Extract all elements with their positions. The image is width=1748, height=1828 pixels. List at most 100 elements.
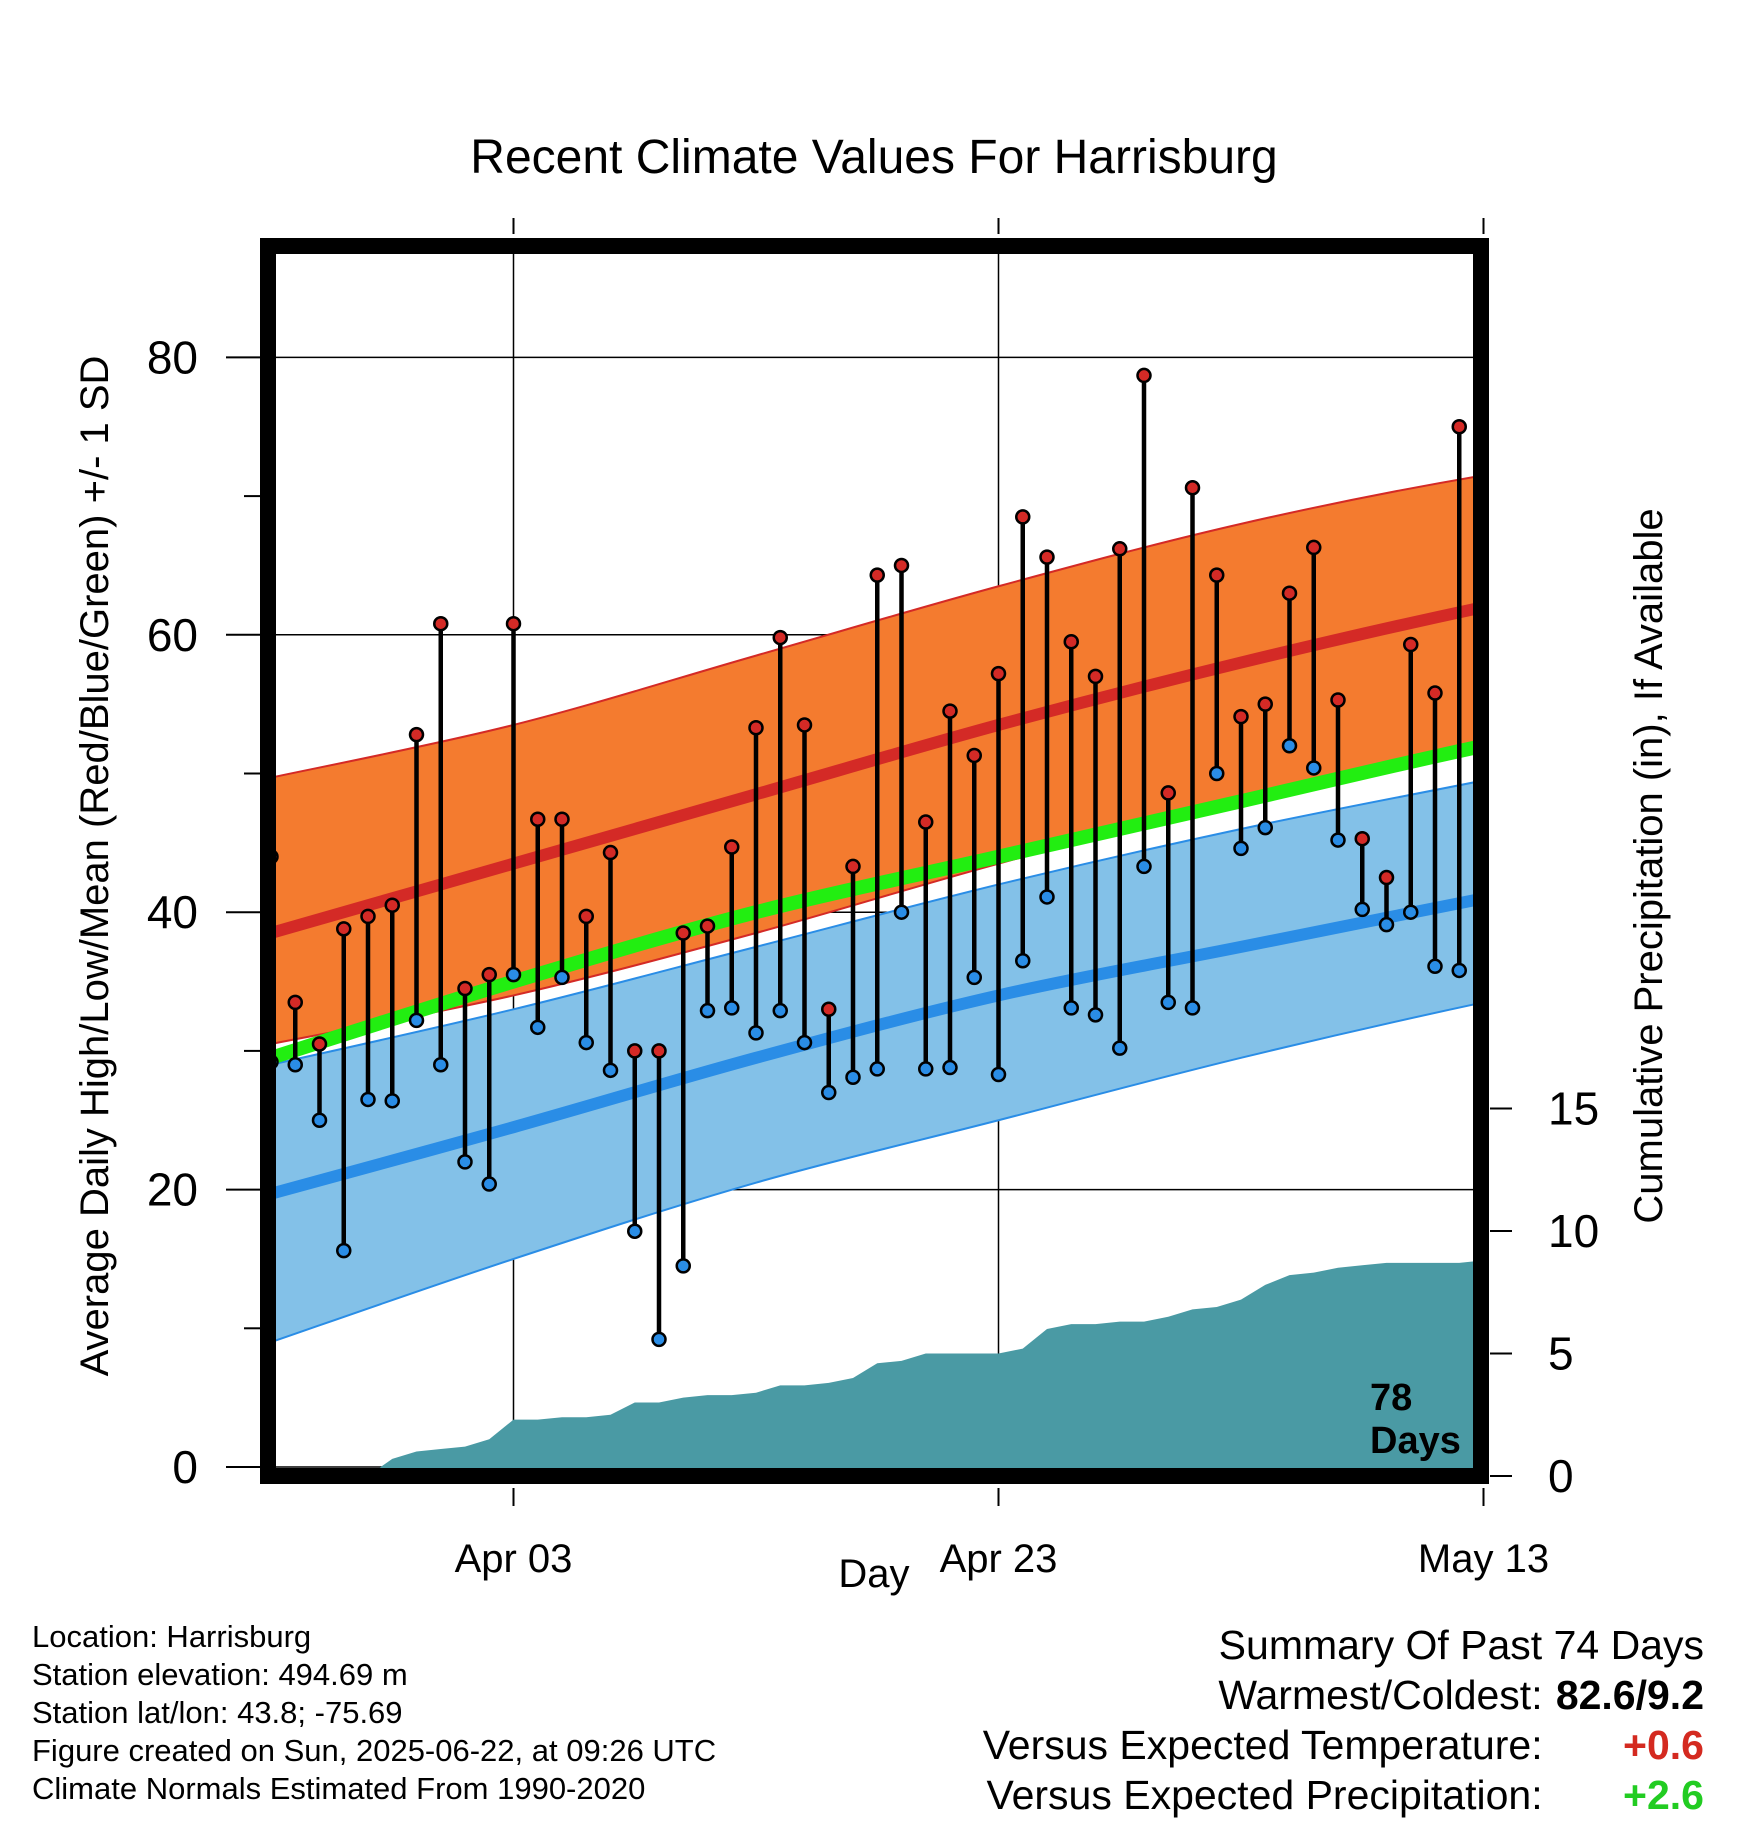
y-tick-label: 80 [147,331,198,383]
daily-high-point [311,1036,328,1052]
warmest-value: 82.6/9.2 [1555,1672,1704,1718]
daily-low-point [1281,738,1298,754]
daily-low-point [408,1012,425,1029]
daily-low-point [505,966,522,983]
daily-high-point [942,703,958,719]
daily-low-point [530,1019,546,1036]
daily-high-point [990,665,1007,682]
daily-low-point [772,1002,788,1019]
daily-high-point [1574,490,1587,503]
summary-precip-row: Versus Expected Precipitation: +2.6 [983,1770,1705,1820]
station-info: Location: Harrisburg Station elevation: … [32,1618,716,1808]
daily-low-point [1354,901,1370,918]
daily-low-point [1720,892,1733,905]
daily-low-point [433,1057,449,1073]
daily-high-point [433,615,449,632]
daily-low-point [1427,958,1443,975]
low-normal-line [269,892,1481,1200]
daily-high-point [287,994,303,1011]
y-tick-label: 40 [147,886,198,938]
normals-text: Climate Normals Estimated From 1990-2020 [32,1771,646,1806]
days-label-word: Days [1370,1420,1461,1462]
precip-anomaly-value: +2.6 [1623,1772,1704,1818]
daily-high-point [1039,549,1055,565]
daily-low-point [627,1223,643,1239]
daily-high-point [918,814,934,830]
daily-low-point [821,1084,837,1101]
days-label-number: 78 [1370,1377,1412,1419]
daily-low-point [554,969,570,986]
daily-low-point [1403,904,1419,920]
y2-tick-label: 10 [1548,1205,1599,1257]
low-upper-edge [270,779,1481,1066]
daily-high-point [530,811,546,828]
daily-high-point [481,966,497,983]
daily-low-point [1695,897,1708,910]
daily-low-point [893,904,910,920]
x-axis-label: Day [838,1552,909,1596]
daily-low-point [1306,760,1322,776]
daily-high-point [869,567,885,583]
y2-tick-label: 15 [1548,1083,1599,1135]
daily-high-point [1015,509,1031,525]
daily-low-point [1526,674,1539,687]
daily-low-point [1550,673,1563,686]
daily-high-point [360,908,376,925]
daily-low-point [1257,819,1273,836]
daily-high-point [1403,636,1419,653]
daily-high-point [796,717,813,733]
daily-low-point [1233,840,1249,857]
daily-high-point [1306,539,1322,556]
climate-chart: Recent Climate Values For Harrisburg Apr… [73,131,1733,1596]
y-tick-label: 20 [147,1164,198,1216]
daily-low-point [384,1093,400,1109]
chart-title: Recent Climate Values For Harrisburg [470,131,1277,184]
daily-high-point [1330,692,1346,708]
daily-low-point [1063,1000,1079,1016]
daily-high-point [1063,633,1079,650]
daily-high-point [772,629,788,646]
daily-high-point [1354,830,1370,847]
daily-high-point [1451,419,1467,435]
daily-high-point [602,844,619,861]
daily-high-point [578,908,594,925]
daily-high-point [1209,567,1225,583]
daily-high-point [505,615,522,632]
elevation-text: Station elevation: 494.69 m [32,1657,408,1692]
summary-panel: Summary Of Past 74 Days Warmest/Coldest:… [983,1620,1704,1820]
high-lower-edge [270,745,1481,1045]
warmest-label: Warmest/Coldest: [1218,1672,1543,1718]
summary-heading: Summary Of Past 74 Days [1218,1622,1704,1668]
high-upper-edge [270,474,1481,779]
daily-low-point [651,1331,667,1348]
latlon-text: Station lat/lon: 43.8; -75.69 [32,1695,403,1730]
daily-low-point [918,1061,934,1077]
daily-low-point [1039,889,1055,905]
daily-high-point [1427,685,1443,701]
y-left-axis-label: Average Daily High/Low/Mean (Red/Blue/Gr… [73,356,117,1377]
daily-high-point [1184,480,1201,496]
daily-low-point [942,1059,958,1076]
high-normal-line [269,601,1481,939]
precip-anomaly-label: Versus Expected Precipitation: [986,1772,1543,1818]
daily-high-point [724,839,740,855]
daily-high-point [748,719,764,736]
daily-high-point [1378,869,1395,886]
daily-high-point [651,1043,667,1059]
daily-high-point [408,726,425,743]
x-tick-label: May 13 [1418,1537,1549,1581]
summary-warmest-row: Warmest/Coldest: 82.6/9.2 [983,1670,1704,1720]
daily-high-point [1257,696,1273,712]
daily-high-point [627,1043,643,1059]
daily-high-point [675,925,691,941]
daily-high-point [1281,585,1298,601]
daily-low-point [1160,994,1176,1011]
daily-high-point [821,1001,837,1018]
plot-frame [260,238,1489,1484]
daily-low-point [457,1154,473,1170]
x-tick-label: Apr 23 [940,1537,1058,1581]
daily-high-point [457,980,473,997]
temp-anomaly-label: Versus Expected Temperature: [982,1722,1543,1768]
daily-low-point [1112,1040,1128,1056]
